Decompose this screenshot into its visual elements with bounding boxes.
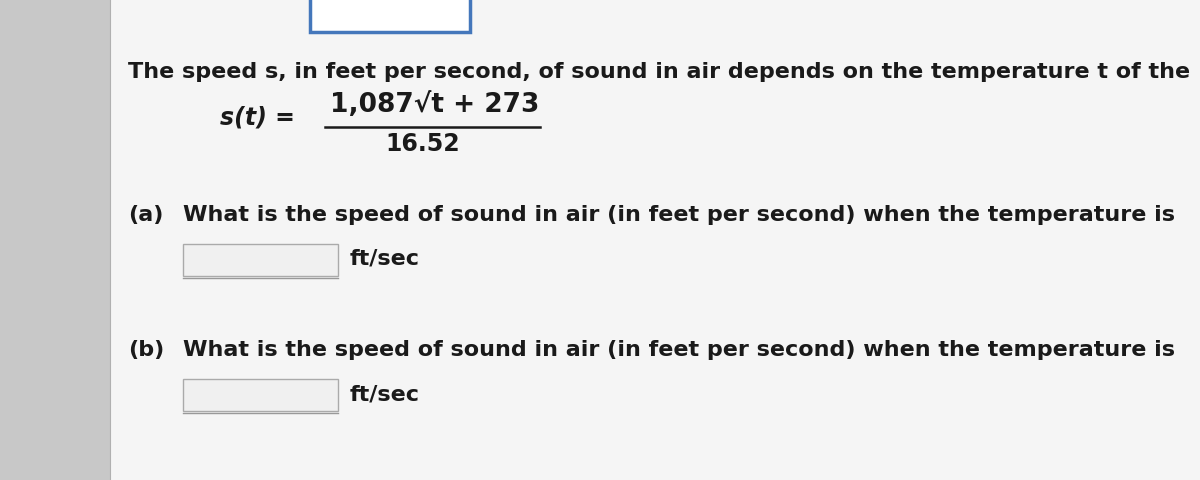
Text: 16.52: 16.52 [385, 132, 460, 156]
Text: The speed s, in feet per second, of sound in air depends on the temperature t of: The speed s, in feet per second, of soun… [128, 62, 1190, 82]
Text: 1,087√t + 273: 1,087√t + 273 [330, 92, 539, 118]
Text: What is the speed of sound in air (in feet per second) when the temperature is: What is the speed of sound in air (in fe… [182, 204, 1175, 225]
Text: What is the speed of sound in air (in feet per second) when the temperature is: What is the speed of sound in air (in fe… [182, 339, 1175, 359]
Text: (a): (a) [128, 204, 163, 225]
Text: s(t) =: s(t) = [220, 105, 295, 129]
Bar [182, 244, 338, 276]
Bar [310, 0, 470, 33]
Text: ft/sec: ft/sec [350, 383, 420, 403]
Bar [0, 0, 110, 480]
Text: ft/sec: ft/sec [350, 249, 420, 268]
Text: (b): (b) [128, 339, 164, 359]
Bar [182, 379, 338, 411]
